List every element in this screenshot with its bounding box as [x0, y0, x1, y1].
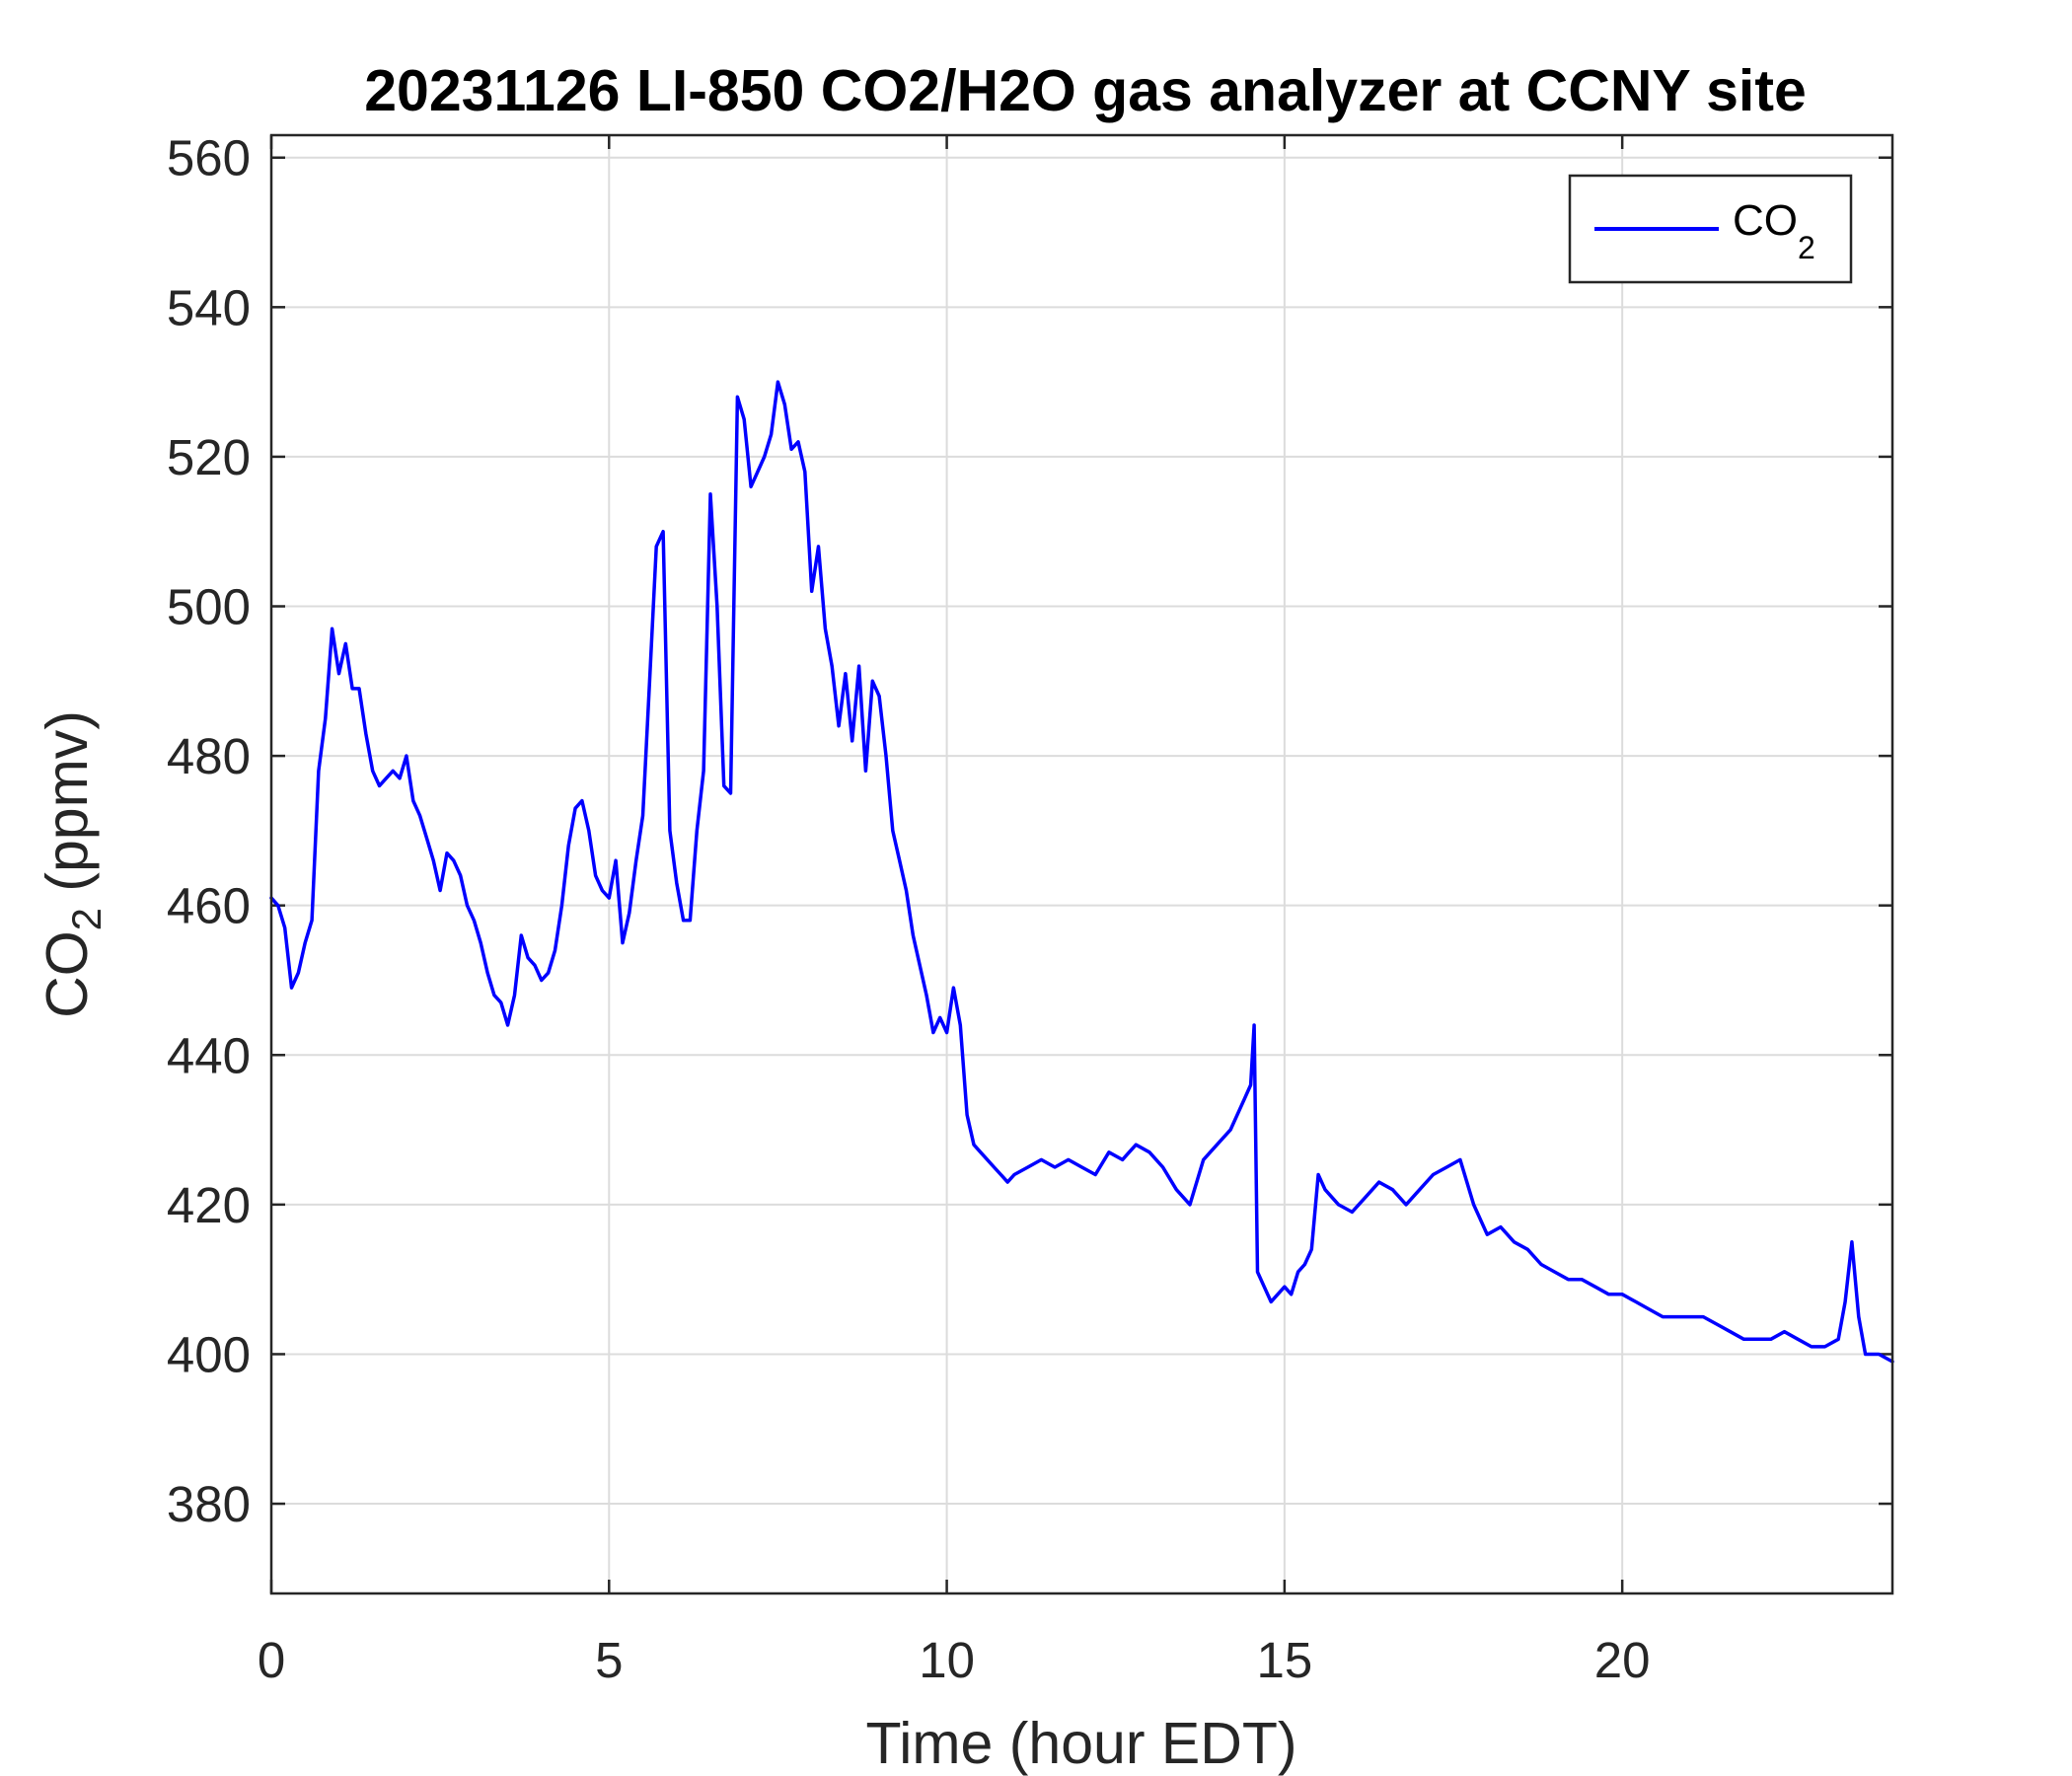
legend: CO2: [1568, 174, 1853, 284]
y-axis-label-tail: (ppmv): [35, 710, 100, 908]
y-tick-label: 380: [167, 1476, 251, 1532]
y-tick-label: 520: [167, 429, 251, 485]
y-tick-label: 500: [167, 579, 251, 635]
y-tick-label: 440: [167, 1027, 251, 1083]
x-tick-label: 15: [1257, 1632, 1313, 1688]
chart-title: 20231126 LI-850 CO2/H2O gas analyzer at …: [364, 58, 1807, 123]
x-axis-label: Time (hour EDT): [865, 1711, 1296, 1776]
y-tick-label: 460: [167, 878, 251, 934]
y-tick-label: 560: [167, 130, 251, 186]
y-axis-label-sub: 2: [63, 908, 110, 930]
tick-labels: 0 5 10 15 20 380 400 420 440 460 480 500 520 540 560: [167, 130, 1651, 1688]
x-tick-label: 20: [1594, 1632, 1651, 1688]
grid-lines: [270, 135, 1892, 1593]
x-tick-label: 5: [595, 1632, 623, 1688]
legend-label-sub: 2: [1798, 230, 1815, 265]
legend-label: CO2: [1733, 196, 1815, 265]
x-tick-label: 10: [919, 1632, 975, 1688]
y-tick-label: 540: [167, 279, 251, 335]
y-axis-label-main: CO: [35, 930, 100, 1018]
axis-ticks: [269, 135, 1892, 1593]
y-tick-label: 480: [167, 728, 251, 784]
legend-label-main: CO: [1733, 196, 1798, 245]
x-tick-label: 0: [258, 1632, 285, 1688]
plot-area-frame: [269, 133, 1894, 1595]
y-tick-label: 400: [167, 1326, 251, 1382]
series-layer: [269, 380, 1894, 1364]
series-line-co2: [269, 380, 1894, 1364]
y-tick-label: 420: [167, 1177, 251, 1233]
y-axis-label: CO2 (ppmv): [35, 710, 110, 1018]
